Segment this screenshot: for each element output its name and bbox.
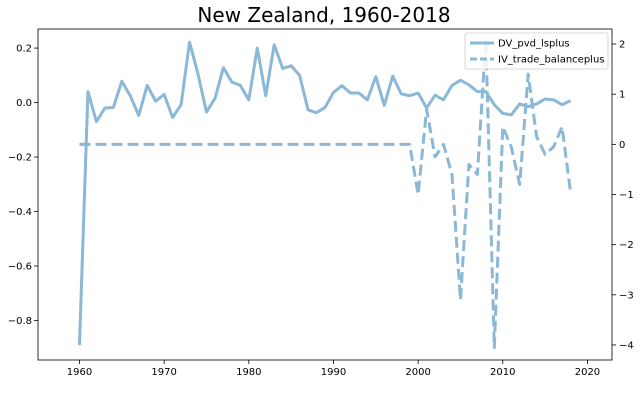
x-tick-label: 1980 bbox=[236, 367, 261, 378]
y-left-tick-label: −0.6 bbox=[8, 262, 32, 273]
y-right-tick-label: −4 bbox=[619, 340, 634, 351]
y-right-tick-label: −2 bbox=[619, 240, 634, 251]
y-left-tick-label: 0.0 bbox=[16, 98, 32, 109]
x-tick-label: 1960 bbox=[67, 367, 92, 378]
y-axis-right: 2 1 0 −1 −2 −3 −4 bbox=[612, 40, 634, 351]
legend: DV_pvd_lsplus IV_trade_balanceplus bbox=[464, 32, 609, 70]
series-layer bbox=[77, 37, 573, 349]
x-tick-label: 2020 bbox=[575, 367, 600, 378]
y-left-tick-label: −0.2 bbox=[8, 153, 32, 164]
y-right-tick-label: 2 bbox=[619, 40, 625, 51]
y-left-tick-label: −0.4 bbox=[8, 207, 32, 218]
y-left-tick-label: −0.8 bbox=[8, 316, 32, 327]
y-right-tick-label: −3 bbox=[619, 290, 634, 301]
legend-label-1: DV_pvd_lsplus bbox=[498, 39, 570, 50]
legend-label-2: IV_trade_balanceplus bbox=[498, 55, 605, 66]
legend-box bbox=[464, 32, 609, 70]
y-right-tick-label: 1 bbox=[619, 90, 625, 101]
series-line-2 bbox=[79, 37, 573, 349]
x-axis: 1960 1970 1980 1990 2000 2010 2020 bbox=[67, 360, 600, 378]
chart-title: New Zealand, 1960-2018 bbox=[197, 3, 450, 27]
y-axis-left: 0.2 0.0 −0.2 −0.4 −0.6 −0.8 bbox=[8, 44, 38, 327]
x-tick-label: 1990 bbox=[321, 367, 346, 378]
y-right-tick-label: −1 bbox=[619, 190, 634, 201]
y-right-tick-label: 0 bbox=[619, 140, 625, 151]
y-left-tick-label: 0.2 bbox=[16, 44, 32, 55]
x-tick-label: 1970 bbox=[151, 367, 176, 378]
x-tick-label: 2000 bbox=[405, 367, 430, 378]
x-tick-label: 2010 bbox=[490, 367, 515, 378]
